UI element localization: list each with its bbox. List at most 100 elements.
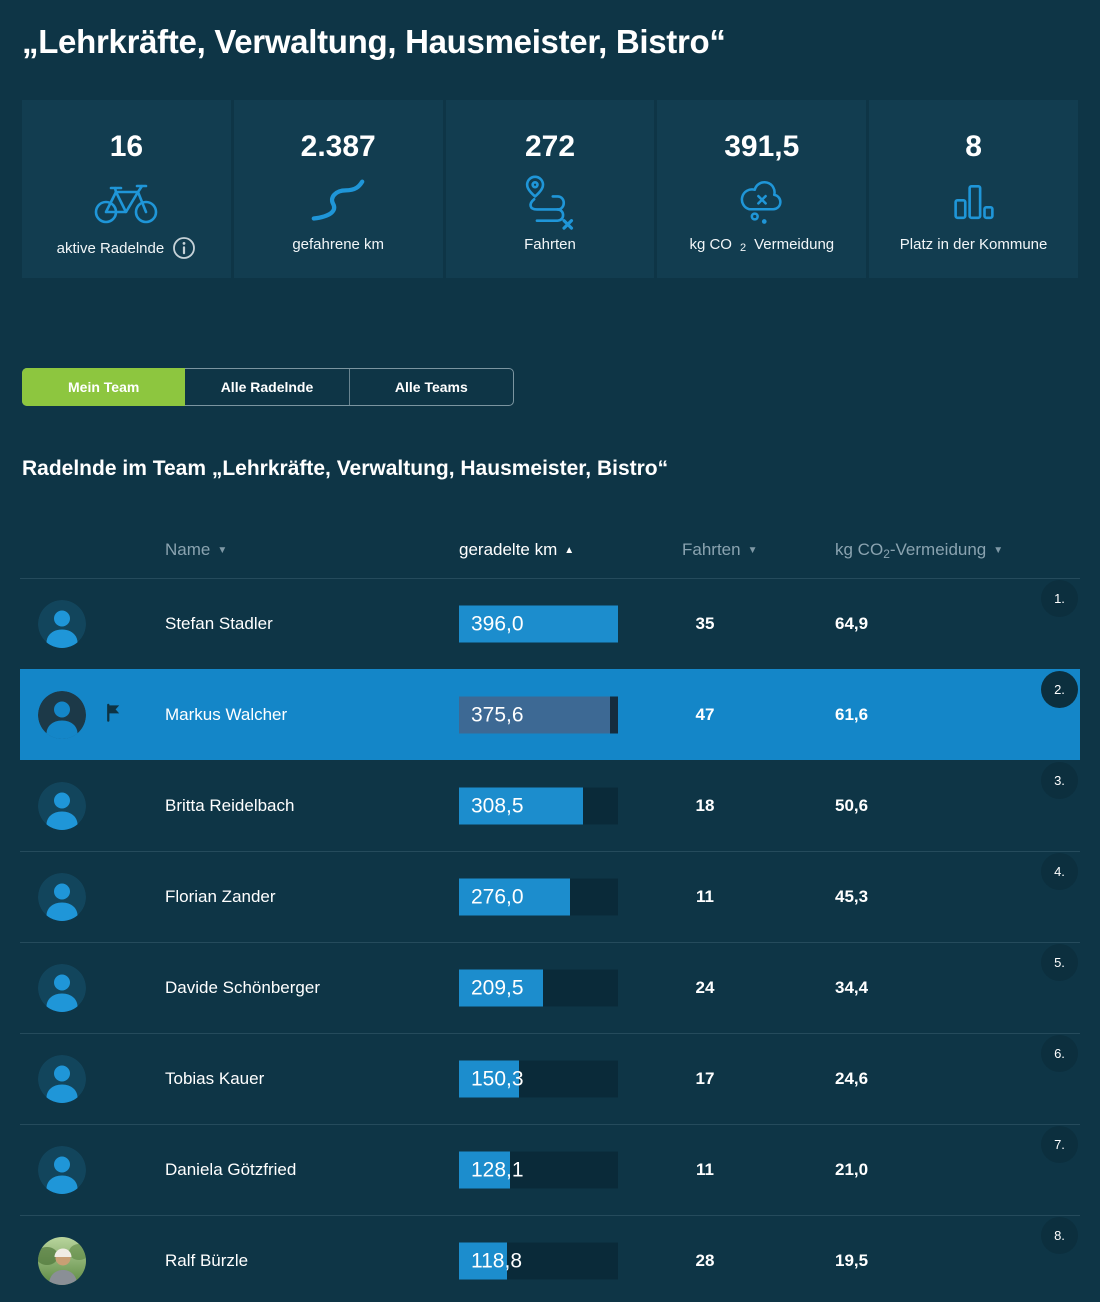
winding-road-icon [307,176,369,228]
rank-badge: 1. [1041,580,1078,617]
km-bar: 118,8 [459,1242,618,1280]
km-value: 396,0 [471,612,524,635]
rider-name: Markus Walcher [165,705,288,724]
stat-value-trips: 272 [524,130,576,163]
rider-name: Daniela Götzfried [165,1160,297,1179]
co2-value: 24,6 [835,1069,869,1088]
km-bar: 375,6 [459,696,618,734]
km-bar-fill [459,1151,511,1189]
info-icon[interactable] [172,236,196,260]
stat-label-km: gefahrene km [292,236,385,253]
column-header-km[interactable]: geradelte km ▲ [459,540,574,560]
avatar [38,1055,86,1103]
stat-value-rank: 8 [965,130,982,163]
rider-name: Britta Reidelbach [165,796,295,815]
tab-alle-teams[interactable]: Alle Teams [348,369,513,405]
km-value: 128,1 [471,1158,524,1181]
column-label: kg CO [835,540,884,559]
table-row: Britta Reidelbach 308,5 18 50,6 3. [20,760,1080,851]
fahrten-value: 11 [696,1160,714,1179]
co2-value: 61,6 [835,705,869,724]
rank-badge: 2. [1041,671,1078,708]
co2-label-suffix: Vermeidung [754,236,835,253]
stat-label-trips: Fahrten [524,236,576,253]
column-header-name[interactable]: Name ▼ [165,540,227,560]
tab-bar: Mein Team Alle Radelnde Alle Teams [22,368,514,406]
rank-badge: 5. [1041,944,1078,981]
km-bar: 308,5 [459,787,618,825]
tab-mein-team[interactable]: Mein Team [22,368,186,406]
km-bar-fill [459,1242,507,1280]
km-value: 118,8 [471,1249,522,1272]
column-header-co2[interactable]: kg CO2-Vermeidung ▼ [835,540,1004,561]
column-label: geradelte km [459,540,558,559]
rank-badge: 7. [1041,1126,1078,1163]
rider-name: Florian Zander [165,887,276,906]
section-heading: Radelnde im Team „Lehrkräfte, Verwaltung… [22,457,669,480]
rank-badge: 3. [1041,762,1078,799]
table-row: Florian Zander 276,0 11 45,3 4. [20,851,1080,942]
stat-label-rank: Platz in der Kommune [899,236,1048,253]
km-bar-fill [459,969,544,1007]
km-value: 150,3 [471,1067,524,1090]
fahrten-value: 28 [695,1251,715,1270]
fahrten-value: 17 [695,1069,715,1088]
km-bar: 209,5 [459,969,618,1007]
sort-arrow-icon: ▲ [564,545,575,556]
co2-value: 64,9 [835,614,869,633]
km-bar: 128,1 [459,1151,618,1189]
avatar-photo [38,1237,86,1285]
table-row: Davide Schönberger 209,5 24 34,4 5. [20,942,1080,1033]
co2-value: 34,4 [835,978,869,997]
stat-label-text: aktive Radelnde [56,239,165,257]
stat-label-active-riders: aktive Radelnde [57,236,197,260]
fahrten-value: 47 [695,705,715,724]
km-bar-fill [459,878,570,916]
co2-value: 45,3 [835,887,869,906]
stat-card-km: 2.387 gefahrene km [233,100,443,278]
stat-value-co2: 391,5 [724,130,800,163]
co2-label-sub: 2 [739,241,747,254]
co2-cloud-icon [733,176,791,228]
km-bar-fill [459,1060,520,1098]
rank-badge: 4. [1041,853,1078,890]
column-header-fahrten[interactable]: Fahrten ▼ [682,540,758,560]
km-bar-fill [459,696,610,734]
avatar [38,600,86,648]
avatar [38,691,86,739]
km-bar: 150,3 [459,1060,618,1098]
rider-name: Davide Schönberger [165,978,320,997]
tab-alle-radelnde[interactable]: Alle Radelnde [185,369,348,405]
table-row: Markus Walcher 375,6 47 61,6 2. [20,669,1080,760]
co2-value: 19,5 [835,1251,869,1270]
sort-arrow-icon: ▼ [993,545,1004,556]
sort-arrow-icon: ▼ [217,545,228,556]
avatar [38,873,86,921]
co2-value: 50,6 [835,796,869,815]
km-value: 375,6 [471,703,524,726]
avatar [38,1146,86,1194]
stat-value-active-riders: 16 [109,130,144,163]
table-row: Stefan Stadler 396,0 35 64,9 1. [20,578,1080,669]
sort-arrow-icon: ▼ [747,545,758,556]
co2-value: 21,0 [835,1160,869,1179]
table-header-row: Name ▼ geradelte km ▲ Fahrten ▼ kg CO2-Verm… [20,540,1080,566]
km-value: 308,5 [471,794,524,817]
leaderboard-table: Name ▼ geradelte km ▲ Fahrten ▼ kg CO2-Verm… [20,540,1080,1302]
table-row: Daniela Götzfried 128,1 11 21,0 7. [20,1124,1080,1215]
avatar [38,964,86,1012]
stat-card-active-riders: 16 aktive Radelnde [22,100,231,278]
column-label: -Vermeidung [889,540,987,559]
page-title: „Lehrkräfte, Verwaltung, Hausmeister, Bi… [22,23,726,60]
km-bar: 276,0 [459,878,618,916]
co2-sub: 2 [883,547,890,561]
fahrten-value: 11 [696,887,714,906]
avatar [38,782,86,830]
route-icon [520,175,580,230]
column-label: Fahrten [682,540,741,559]
own-row-flag-icon [104,703,123,728]
stats-row: 16 aktive Radelnde 2.387 gefa [22,100,1078,278]
rider-name: Stefan Stadler [165,614,273,633]
fahrten-value: 18 [695,796,715,815]
rider-name: Tobias Kauer [165,1069,265,1088]
